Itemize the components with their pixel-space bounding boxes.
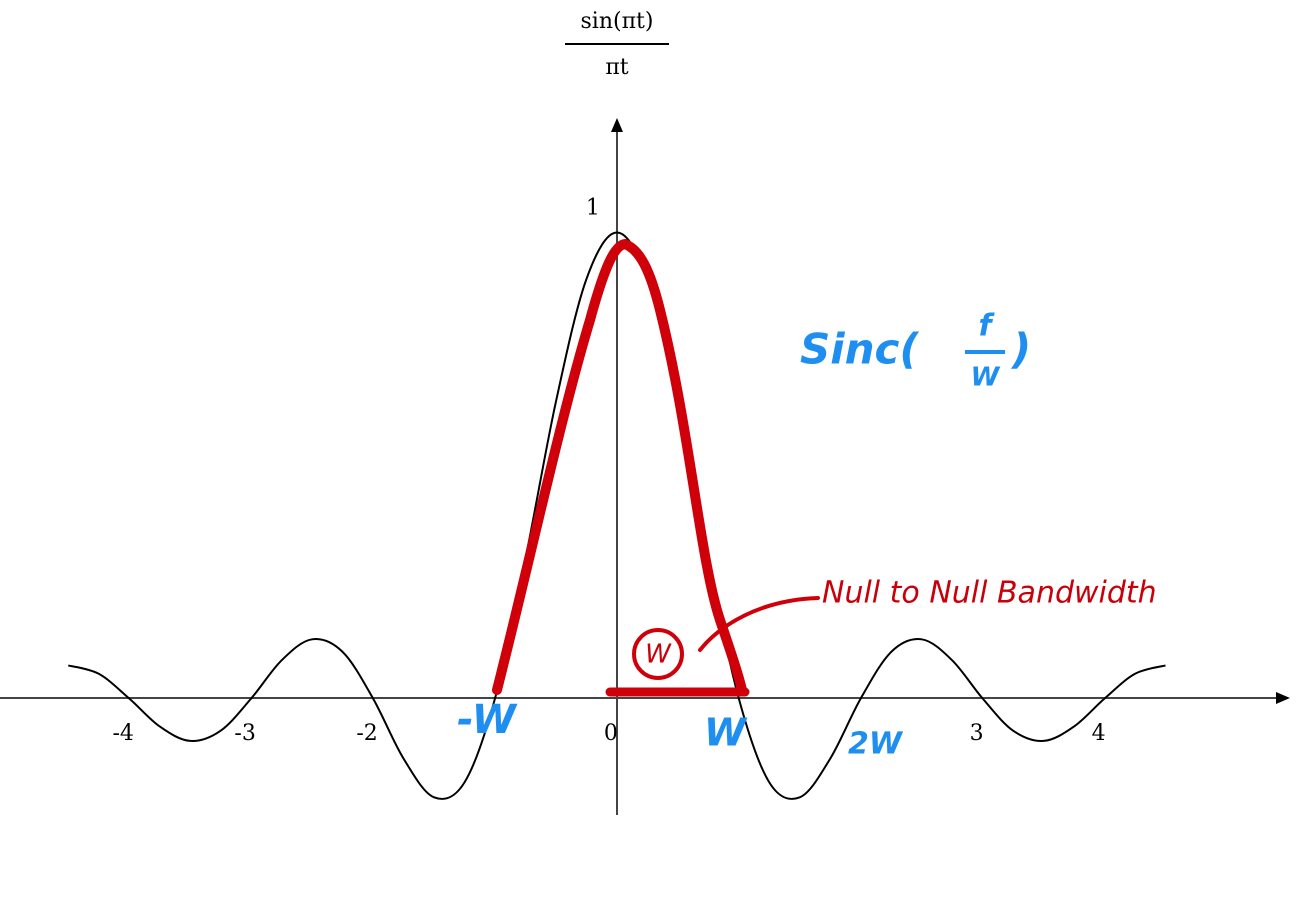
x-tick-label: 4: [1092, 721, 1106, 746]
minus-w: -W: [457, 697, 518, 743]
x-tick-label: -4: [113, 721, 134, 746]
sinc-prefix: Sinc(: [800, 325, 919, 374]
sinc-denominator: W: [971, 363, 1001, 393]
y-label-denominator: πt: [605, 55, 628, 80]
x-arrow: [1276, 692, 1290, 704]
null-label: Null to Null Bandwidth: [822, 576, 1157, 611]
sinc-numerator: f: [978, 309, 995, 344]
x-tick-label: 3: [970, 721, 984, 746]
annotations: W Null to Null Bandwidth -W W 2W Sinc( f…: [457, 239, 1157, 762]
x-tick-label: -2: [356, 721, 377, 746]
circled-w: W: [645, 640, 672, 670]
x-tick-label: -3: [234, 721, 255, 746]
sinc-suffix: ): [1010, 325, 1031, 374]
y-label-numerator: sin(πt): [581, 9, 654, 34]
red-circle: [632, 628, 684, 680]
two-w: 2W: [848, 727, 904, 762]
y-tick-label: 1: [586, 196, 600, 221]
sinc-curve: [68, 231, 1166, 800]
axes: [0, 118, 1290, 815]
plot-area: -4 -3 -2 0 3 4 1: [68, 196, 1166, 800]
red-mainlobe: [492, 239, 747, 695]
y-arrow: [611, 118, 623, 132]
x-tick-label: 0: [604, 721, 618, 746]
red-connector: [698, 596, 820, 652]
w-label: W: [704, 711, 748, 755]
